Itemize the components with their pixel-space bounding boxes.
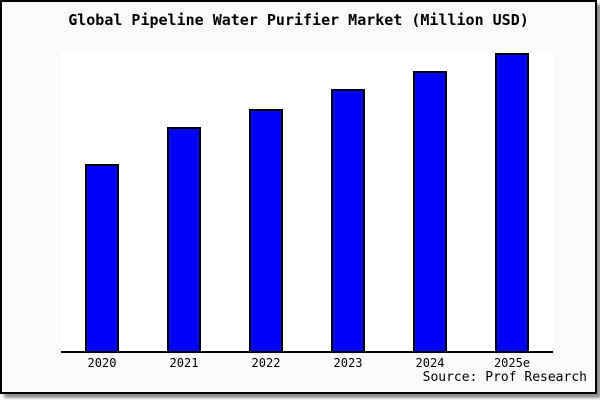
x-tick-label: 2025e [493, 356, 531, 370]
chart-title: Global Pipeline Water Purifier Market (M… [68, 11, 529, 29]
x-axis-ticks: 2020 2021 2022 2023 2024 2025e [61, 356, 553, 372]
x-tick-label: 2024 [415, 356, 445, 370]
bar-2024 [413, 71, 447, 351]
x-tick-label: 2022 [251, 356, 281, 370]
plot-area [61, 52, 553, 353]
x-tick-label: 2021 [169, 356, 199, 370]
bar-2020 [85, 164, 119, 351]
source-caption: Source: Prof Research [422, 370, 587, 385]
x-tick-label: 2020 [87, 356, 117, 370]
bar-2022 [249, 109, 283, 351]
bar-2023 [331, 89, 365, 351]
bar-2021 [167, 127, 201, 351]
bar-2025e [495, 53, 529, 351]
x-tick-label: 2023 [333, 356, 363, 370]
